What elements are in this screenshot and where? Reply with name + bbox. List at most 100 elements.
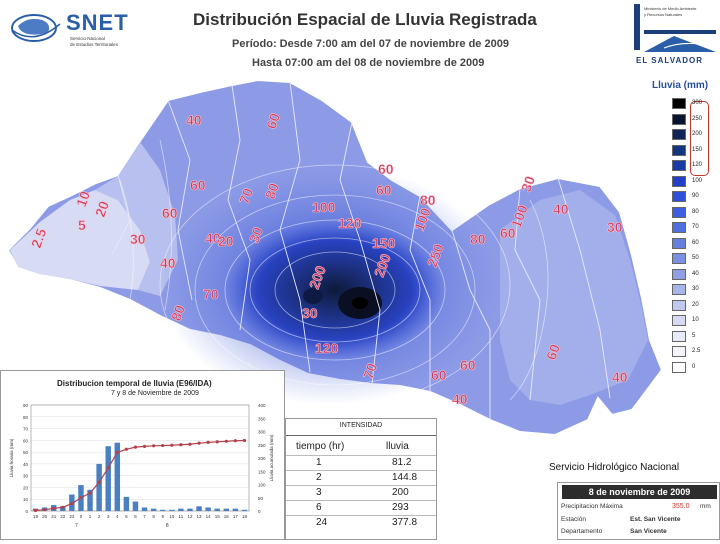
intensity-time-cell: 3 xyxy=(316,487,322,498)
chart-x-tick: 6 xyxy=(134,514,137,519)
day-value-department: San Vicente xyxy=(630,528,667,535)
legend-label: 70 xyxy=(692,224,699,230)
period-line-2: Hasta 07:00 am del 08 de noviembre de 20… xyxy=(252,57,485,69)
chart-y2-label: Lluvia acumulada (mm) xyxy=(269,434,274,481)
department-borders xyxy=(111,81,611,420)
chart-y2-tick: 0 xyxy=(258,509,261,514)
chart-point xyxy=(97,480,101,484)
chart-point xyxy=(170,443,174,447)
isoline-label: 80 xyxy=(262,181,282,201)
isoline-label: 40 xyxy=(186,112,202,128)
chart-point xyxy=(215,440,219,444)
government-logo: Ministerio de Medio Ambiente y Recursos … xyxy=(634,4,720,65)
chart-bar xyxy=(178,508,184,511)
west-transition-zone xyxy=(95,142,178,296)
chart-y-tick: 90 xyxy=(23,403,29,408)
legend-swatch xyxy=(672,361,686,373)
legend-label: 20 xyxy=(692,301,699,308)
chart-bar xyxy=(187,508,193,511)
legend-label: 5 xyxy=(692,332,696,339)
isoline-label: 40 xyxy=(553,201,569,217)
legend-label: 40 xyxy=(692,270,699,277)
chart-y-label: Lluvia horaria (mm) xyxy=(9,438,14,477)
isoline-label: 60 xyxy=(431,367,447,383)
chart-title: Distribucion temporal de lluvia (E96/IDA… xyxy=(57,379,212,388)
core-rain-zone xyxy=(225,220,445,360)
chart-point xyxy=(142,444,147,448)
isoline-label: 10 xyxy=(73,189,93,209)
isoline-label: 100 xyxy=(411,205,434,233)
isoline-label: 30 xyxy=(518,174,538,194)
chart-bar xyxy=(241,509,248,511)
isoline-label: 60 xyxy=(543,342,563,362)
map-title: Distribución Espacial de Lluvia Registra… xyxy=(193,10,537,29)
chart-x-tick: 10 xyxy=(169,514,175,519)
isoline-label: 20 xyxy=(218,233,234,249)
isoline-label: 120 xyxy=(315,340,339,356)
chart-x-tick: 1 xyxy=(89,514,92,519)
chart-y2-tick: 250 xyxy=(258,443,266,448)
intensity-row-divider xyxy=(286,500,436,501)
chart-bar xyxy=(141,507,148,511)
chart-x-tick: 23 xyxy=(69,514,75,519)
chart-y-tick: 80 xyxy=(23,415,29,420)
chart-point xyxy=(43,508,47,512)
chart-bar xyxy=(223,508,230,511)
government-emblem-icon xyxy=(634,4,716,52)
isoline-label: 100 xyxy=(508,202,531,230)
chart-bar xyxy=(169,509,175,511)
chart-y-tick: 30 xyxy=(23,474,29,479)
chart-point xyxy=(115,450,119,455)
legend-swatch xyxy=(672,330,686,342)
legend-label: 30 xyxy=(692,286,699,292)
chart-x-tick: 13 xyxy=(197,514,203,519)
intensity-time-cell: 6 xyxy=(316,502,322,513)
chart-point xyxy=(133,445,138,449)
chart-point xyxy=(206,440,210,444)
chart-x-tick: 3 xyxy=(107,514,110,519)
logo-text: SNET xyxy=(66,10,129,35)
intensity-row-divider xyxy=(286,455,436,456)
legend-title: Lluvia (mm) xyxy=(652,80,709,91)
day-max-value: 355.0 xyxy=(672,503,690,510)
legend-label: 100 xyxy=(692,177,703,184)
isoline-label: 60 xyxy=(263,111,283,131)
chart-bar xyxy=(159,509,166,511)
isoline-label: 30 xyxy=(130,231,146,247)
header: SNET Servicio Nacional de Estudios Terri… xyxy=(0,0,720,70)
isolines xyxy=(119,139,549,406)
chart-point xyxy=(124,447,128,451)
chart-x-tick: 22 xyxy=(60,514,66,519)
legend-label: 60 xyxy=(692,239,699,246)
legend-label: 10 xyxy=(692,317,699,323)
chart-y2-tick: 300 xyxy=(258,430,266,435)
chart-x-group: 7 xyxy=(75,523,78,529)
legend-label: 250 xyxy=(692,115,703,122)
legend-swatch xyxy=(672,206,686,218)
isoline-label: 60 xyxy=(378,161,394,177)
legend-swatch xyxy=(672,113,686,125)
legend-swatch xyxy=(672,299,686,311)
legend-label: 80 xyxy=(692,208,699,215)
isoline-label: 30 xyxy=(607,219,623,235)
chart-bar xyxy=(196,506,202,511)
chart-x-tick: 0 xyxy=(80,514,83,519)
legend-label: 50 xyxy=(692,255,699,261)
maximum-rain-center xyxy=(352,297,368,309)
chart-point xyxy=(70,501,74,506)
chart-x-tick: 8 xyxy=(152,514,155,519)
chart-x-tick: 18 xyxy=(242,514,248,519)
chart-y2-tick: 100 xyxy=(258,483,266,488)
isoline-label: 80 xyxy=(168,303,188,323)
chart-bar xyxy=(96,463,102,511)
legend-swatch xyxy=(672,98,686,109)
chart-point xyxy=(52,506,56,510)
chart-x-tick: 2 xyxy=(98,514,101,519)
snet-logo: SNET Servicio Nacional de Estudios Terri… xyxy=(8,6,133,50)
isoline-label: 70 xyxy=(203,286,219,302)
isoline-label: 40 xyxy=(160,255,176,271)
chart-y2-tick: 200 xyxy=(258,456,266,461)
legend-swatch xyxy=(672,315,686,326)
chart-bar xyxy=(150,508,157,511)
isoline-label: 250 xyxy=(424,241,447,269)
